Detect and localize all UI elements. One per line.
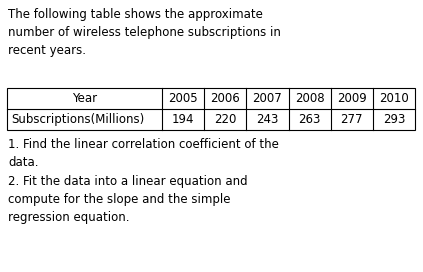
Text: 293: 293 xyxy=(383,113,405,126)
Text: Year: Year xyxy=(72,92,97,105)
Text: 277: 277 xyxy=(341,113,363,126)
Text: 2008: 2008 xyxy=(295,92,324,105)
Text: Subscriptions(Millions): Subscriptions(Millions) xyxy=(11,113,144,126)
Text: 2007: 2007 xyxy=(253,92,282,105)
Text: 1. Find the linear correlation coefficient of the
data.: 1. Find the linear correlation coefficie… xyxy=(8,138,279,169)
Text: 243: 243 xyxy=(256,113,279,126)
Text: 263: 263 xyxy=(298,113,321,126)
Text: 2009: 2009 xyxy=(337,92,367,105)
Bar xyxy=(7,88,415,130)
Text: 2. Fit the data into a linear equation and
compute for the slope and the simple
: 2. Fit the data into a linear equation a… xyxy=(8,175,247,224)
Text: 194: 194 xyxy=(172,113,194,126)
Text: 2005: 2005 xyxy=(168,92,198,105)
Text: 2006: 2006 xyxy=(210,92,240,105)
Text: 220: 220 xyxy=(214,113,236,126)
Text: The following table shows the approximate
number of wireless telephone subscript: The following table shows the approximat… xyxy=(8,8,281,57)
Text: 2010: 2010 xyxy=(379,92,409,105)
